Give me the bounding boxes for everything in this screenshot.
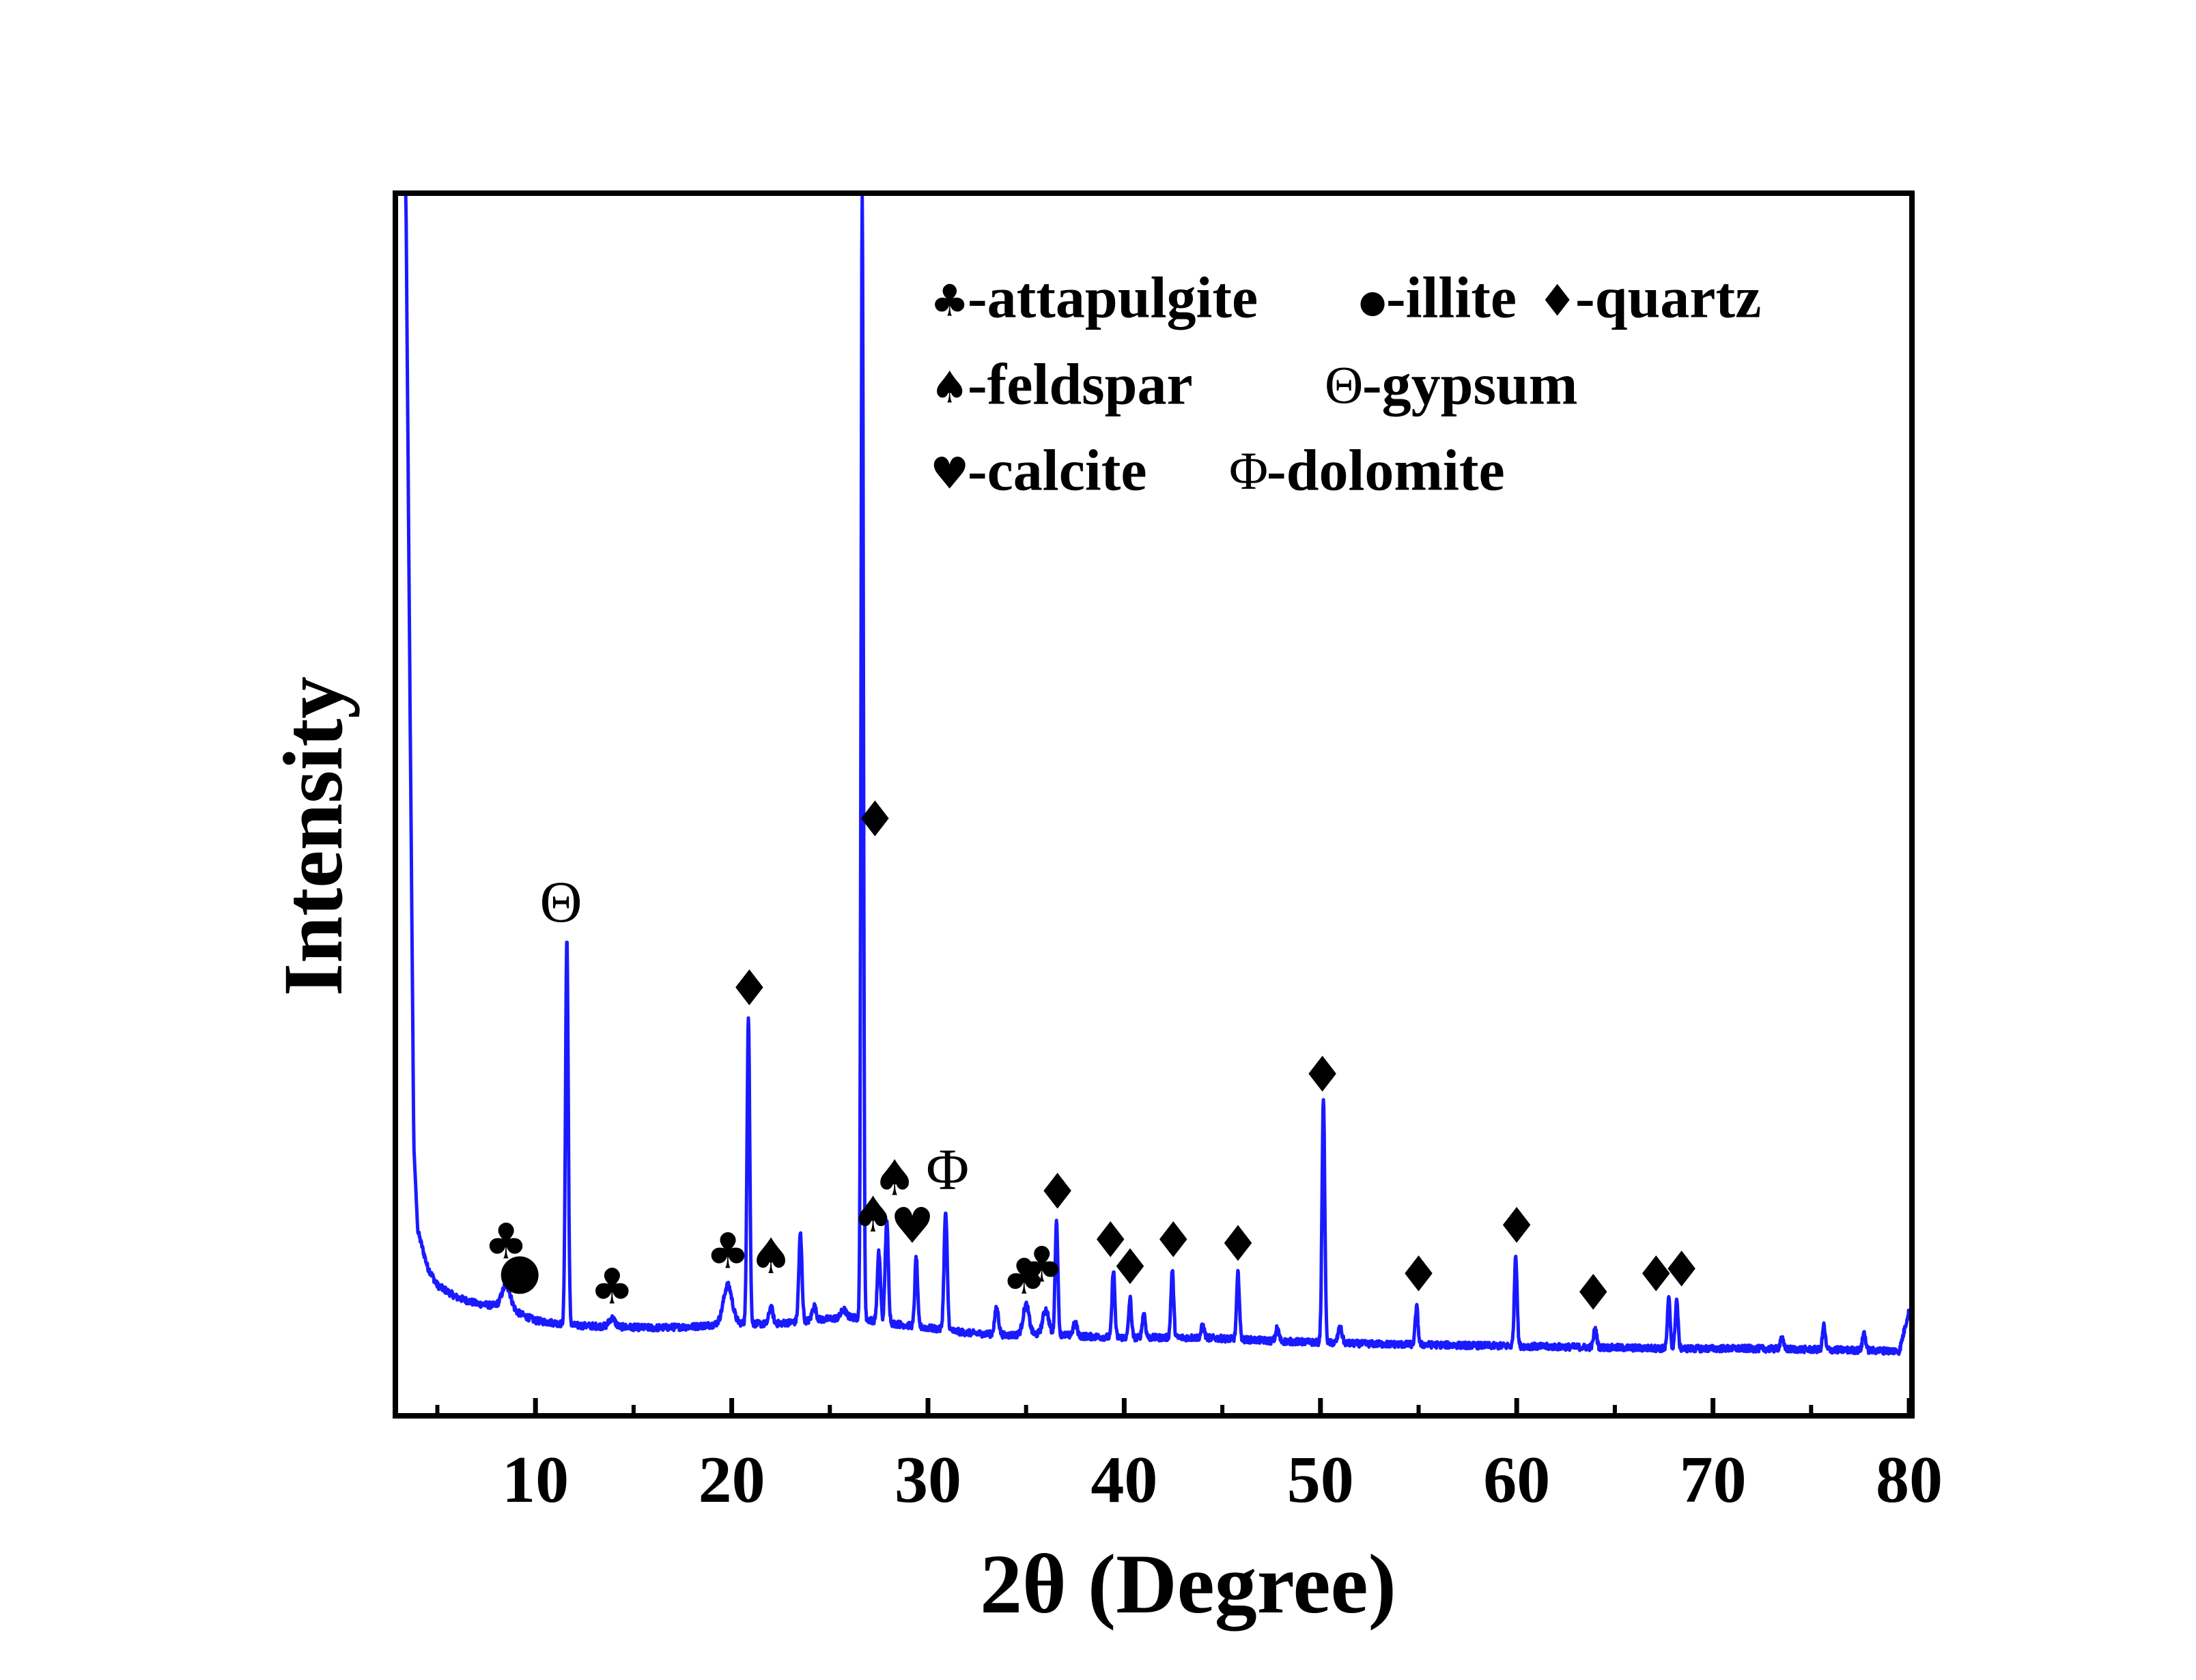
peak-marker: ♦ bbox=[727, 960, 772, 1017]
legend-label: -attapulgite bbox=[968, 265, 1258, 330]
peak-marker: ♦ bbox=[853, 791, 897, 848]
peak-marker: ♣ bbox=[590, 1257, 634, 1315]
peak-marker: ♣ bbox=[706, 1223, 750, 1280]
legend-label: -calcite bbox=[968, 438, 1147, 503]
legend-symbol: Φ bbox=[1229, 441, 1268, 500]
peak-marker: ♦ bbox=[1035, 1163, 1080, 1220]
x-ticks: 10 20 30 40 50 60 70 80 bbox=[435, 1398, 1943, 1517]
peak-marker: ♦ bbox=[1571, 1264, 1616, 1321]
peak-marker: ♦ bbox=[1216, 1215, 1261, 1272]
peak-marker: ♠ bbox=[851, 1186, 895, 1243]
peak-marker: ♦ bbox=[1108, 1238, 1153, 1296]
legend: ♣-attapulgite ● -illite ♦-quartz ♠-feldspar Θ… bbox=[930, 265, 1761, 503]
legend-label: -dolomite bbox=[1267, 438, 1505, 503]
peak-marker: ♠ bbox=[749, 1227, 793, 1285]
peak-marker: ♠ bbox=[873, 1150, 917, 1207]
xrd-series-line bbox=[404, 194, 1911, 1356]
peak-marker: Φ bbox=[926, 1137, 969, 1202]
y-axis-label: Intensity bbox=[266, 677, 360, 997]
legend-symbol: ♠ bbox=[930, 363, 969, 414]
legend-symbol: ● bbox=[1359, 283, 1386, 320]
peak-marker: ● bbox=[498, 1242, 541, 1299]
peak-marker: ♦ bbox=[1300, 1046, 1345, 1103]
peak-marker: ♦ bbox=[1659, 1240, 1704, 1298]
x-tick-label: 40 bbox=[1090, 1443, 1157, 1517]
legend-symbol: ♥ bbox=[930, 449, 969, 500]
series-layer bbox=[404, 194, 1911, 1356]
legend-symbol: ♣ bbox=[930, 276, 969, 327]
legend-label: -gypsum bbox=[1362, 352, 1577, 417]
peak-marker: ♦ bbox=[1396, 1246, 1441, 1303]
legend-label: -quartz bbox=[1575, 265, 1761, 330]
legend-label: -illite bbox=[1386, 265, 1517, 330]
x-tick-label: 50 bbox=[1287, 1443, 1354, 1517]
plot-frame bbox=[393, 190, 1915, 1419]
peak-markers: ♣●Θ♣♣♠♦♦♠♠♥Φ♣♣♦♦♦♦ ♦♦♦♦♦ ♦♦ bbox=[484, 791, 1704, 1322]
peak-marker: ♦ bbox=[1634, 1246, 1678, 1303]
x-tick-label: 80 bbox=[1876, 1443, 1943, 1517]
peak-marker: Θ bbox=[539, 869, 582, 935]
x-tick-label: 70 bbox=[1680, 1443, 1747, 1517]
legend-label: -feldspar bbox=[968, 352, 1193, 417]
peak-marker: ♦ bbox=[1495, 1197, 1539, 1254]
peak-marker: ♣ bbox=[1002, 1248, 1047, 1305]
peak-marker: ♥ bbox=[890, 1197, 935, 1254]
peak-marker: ♦ bbox=[1151, 1212, 1196, 1269]
peak-marker: ♦ bbox=[1088, 1212, 1133, 1269]
x-axis-label: 2θ (Degree) bbox=[980, 1537, 1396, 1632]
x-tick-label: 10 bbox=[502, 1443, 569, 1517]
x-tick-label: 60 bbox=[1483, 1443, 1550, 1517]
legend-symbol: ♦ bbox=[1538, 276, 1577, 327]
x-tick-label: 20 bbox=[699, 1443, 765, 1517]
peak-marker: ♣ bbox=[1019, 1236, 1064, 1293]
peak-marker: ♣ bbox=[484, 1212, 529, 1270]
legend-symbol: Θ bbox=[1325, 355, 1363, 414]
x-tick-label: 30 bbox=[895, 1443, 961, 1517]
